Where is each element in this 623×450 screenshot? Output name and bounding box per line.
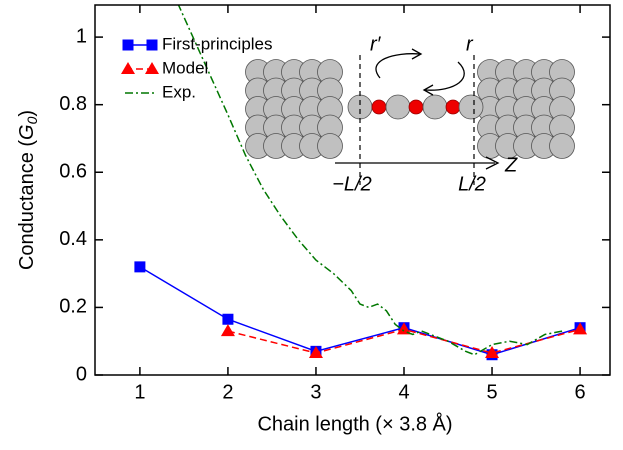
chain-atom	[458, 94, 484, 120]
chain-atom-red	[408, 99, 424, 115]
y-tick-label: 0.4	[59, 228, 87, 250]
chain-atom-red	[445, 99, 461, 115]
inset-label: r	[466, 33, 474, 55]
chain-atom	[347, 94, 373, 120]
legend-label: Model	[162, 58, 208, 77]
chain-atom	[422, 94, 448, 120]
axes-frame	[94, 4, 611, 376]
curved-arrow-bottom	[424, 61, 465, 91]
curved-arrow-top	[375, 53, 421, 79]
inset-label: −L/2	[332, 173, 371, 195]
marker	[573, 322, 588, 335]
chain-atom	[385, 94, 411, 120]
marker	[121, 62, 135, 74]
x-tick-label: 4	[398, 381, 409, 403]
legend-label: First-principles	[162, 34, 273, 53]
inset-label: Z	[504, 154, 518, 176]
marker	[146, 39, 158, 51]
point	[220, 324, 235, 337]
point	[308, 346, 323, 359]
y-tick-label: 0.2	[59, 296, 87, 318]
inset-label: L/2	[458, 173, 486, 195]
marker	[122, 39, 134, 51]
y-tick-label: 0	[76, 363, 87, 385]
inset-diagram: r′ r −L/2 L/2 Z	[245, 33, 575, 195]
y-tick-label: 0.6	[59, 161, 87, 183]
marker	[220, 324, 235, 337]
series-line	[177, 5, 563, 356]
x-tick-label: 1	[134, 381, 145, 403]
x-tick-label: 5	[486, 381, 497, 403]
y-label-sub: 0	[24, 116, 40, 124]
point	[397, 322, 411, 335]
y-label-text: Conductance (	[16, 140, 38, 270]
chain-atom-red	[371, 99, 387, 115]
arrowhead	[411, 48, 423, 60]
marker	[397, 322, 411, 335]
y-label-symbol: G	[16, 124, 38, 140]
marker	[134, 261, 146, 273]
legend-label: Exp.	[162, 82, 196, 101]
marker	[308, 346, 323, 359]
plot-area	[134, 5, 588, 361]
x-tick-label: 2	[222, 381, 233, 403]
y-axis-label: Conductance (G0)	[16, 110, 39, 270]
electrode-atom	[317, 133, 343, 159]
marker	[145, 62, 159, 74]
marker	[485, 346, 500, 359]
electrode-atom	[549, 133, 575, 159]
marker	[222, 313, 234, 325]
z-arrow	[485, 156, 500, 170]
arrowhead	[422, 84, 434, 96]
y-tick-label: 0.8	[59, 93, 87, 115]
inset-label: r′	[370, 33, 382, 55]
point	[573, 322, 588, 335]
series-line	[139, 266, 581, 356]
point	[485, 346, 500, 359]
point	[134, 261, 146, 273]
y-label-close: )	[16, 110, 38, 117]
x-tick-label: 3	[310, 381, 321, 403]
point	[222, 313, 234, 325]
x-axis-label: Chain length (× 3.8 Å)	[257, 412, 452, 435]
y-tick-label: 1	[76, 25, 87, 47]
x-tick-label: 6	[575, 381, 586, 403]
